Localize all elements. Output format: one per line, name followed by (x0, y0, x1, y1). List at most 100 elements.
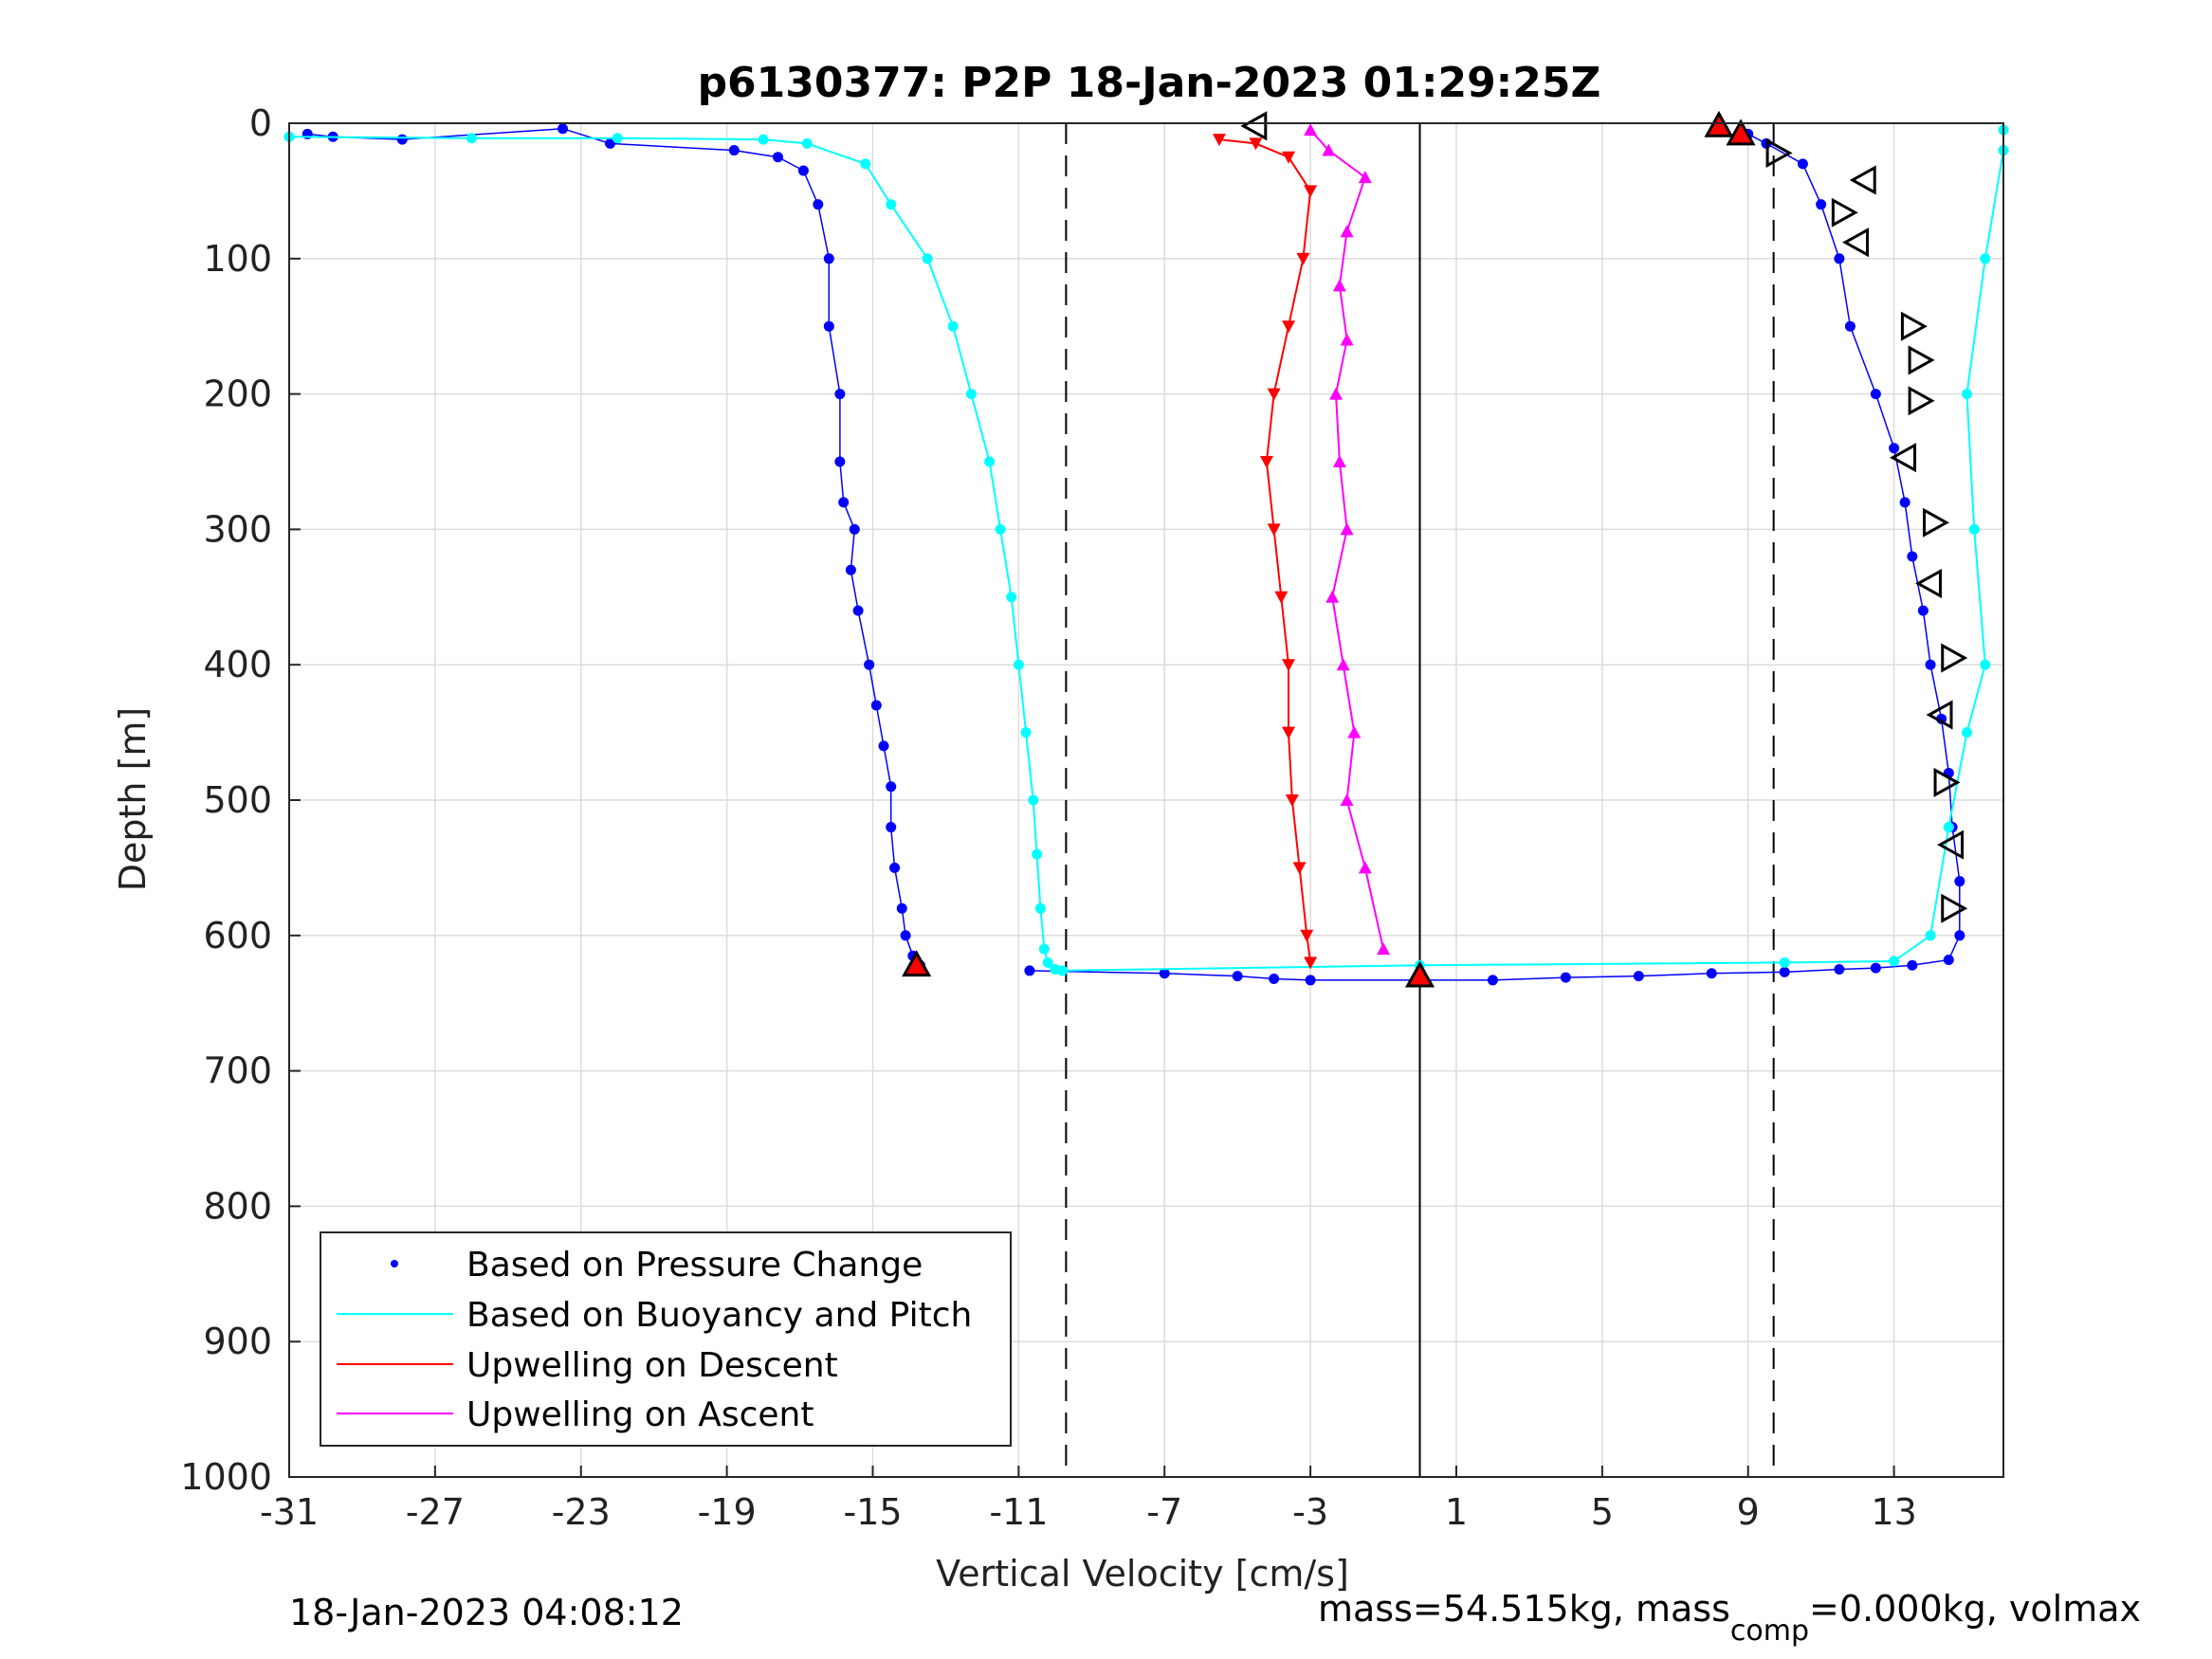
data-point-upwell_ascent (1340, 793, 1354, 806)
legend-box (320, 1231, 1012, 1447)
data-point-pressure_descent (823, 253, 834, 264)
data-point-upwell_descent (1304, 957, 1318, 970)
data-point-upwell_descent (1296, 252, 1310, 265)
data-point-pressure_descent (886, 781, 897, 793)
marker-triangle-right (1941, 893, 1968, 923)
legend-label-buoyancy: Based on Buoyancy and Pitch (466, 1296, 972, 1335)
footer-mass-a: mass=54.515kg, mass (1318, 1588, 1730, 1630)
data-point-buoyancy (1980, 659, 1991, 670)
y-ticks: 0 100 200 300 400 500 600 700 800 900 1000 (180, 102, 301, 1498)
marker-triangle-left (1890, 443, 1917, 473)
data-point-upwell_ascent (1340, 522, 1354, 536)
data-point-pressure_descent (849, 523, 860, 535)
reference-lines (1065, 123, 1775, 1477)
data-point-upwell_descent (1212, 134, 1226, 147)
data-point-buoyancy (612, 133, 623, 144)
data-point-buoyancy (1889, 956, 1900, 967)
data-point-pressure_ascent (1870, 389, 1881, 400)
data-point-pressure_descent (878, 740, 889, 752)
marker-triangle-right (1831, 197, 1858, 228)
data-point-pressure_ascent (1487, 975, 1498, 986)
data-point-buoyancy (1028, 794, 1039, 806)
data-point-pressure_descent (813, 199, 824, 210)
marker-triangle-right (1908, 386, 1935, 416)
data-point-upwell_ascent (1332, 279, 1346, 292)
x-axis-label: Vertical Velocity [cm/s] (936, 1553, 1349, 1595)
x-tick-label: 1 (1445, 1491, 1468, 1533)
data-point-buoyancy (1034, 902, 1046, 914)
marker-triangle-up (1704, 110, 1734, 137)
marker-triangle-left (1926, 700, 1953, 730)
data-point-pressure_descent (870, 700, 882, 711)
chart-title: p6130377: P2P 18-Jan-2023 01:29:25Z (698, 59, 1601, 107)
x-tick-label: 9 (1737, 1491, 1760, 1533)
x-ticks: -31 -27 -23 -19 -15 -11 -7 -3 1 5 9 13 (260, 1466, 1917, 1533)
data-point-buoyancy (965, 389, 977, 400)
data-point-buoyancy (1980, 253, 1991, 264)
data-point-pressure_ascent (1907, 959, 1918, 971)
data-point-upwell_ascent (1329, 387, 1344, 400)
marker-triangle-right (1908, 345, 1935, 375)
data-point-pressure_ascent (1899, 497, 1910, 508)
data-point-upwell_ascent (1304, 123, 1318, 137)
data-point-pressure_descent (823, 320, 834, 332)
y-tick-label: 0 (249, 102, 272, 144)
y-tick-label: 200 (203, 374, 272, 415)
data-point-upwell_ascent (1322, 143, 1336, 156)
data-point-pressure_ascent (1834, 964, 1845, 975)
data-point-pressure_descent (772, 152, 783, 163)
data-point-upwell_descent (1267, 388, 1281, 401)
data-point-pressure_ascent (1889, 443, 1900, 454)
data-point-pressure_descent (834, 456, 846, 467)
x-tick-label: -11 (989, 1491, 1048, 1533)
data-point-upwell_descent (1285, 794, 1299, 807)
data-point-buoyancy (1006, 592, 1017, 603)
data-point-pressure_descent (605, 137, 616, 149)
legend-label-pressure: Based on Pressure Change (466, 1246, 923, 1285)
marker-triangle-right (1933, 767, 1961, 797)
data-point-upwell_ascent (1336, 658, 1350, 671)
series-line-upwell_descent (1218, 138, 1312, 963)
data-point-pressure_ascent (1907, 551, 1918, 562)
data-point-pressure_descent (900, 930, 911, 941)
data-point-buoyancy (947, 320, 959, 332)
x-tick-label: -23 (552, 1491, 611, 1533)
data-point-pressure_ascent (1844, 320, 1856, 332)
y-tick-label: 500 (203, 779, 272, 821)
data-point-pressure_descent (896, 902, 907, 914)
data-point-buoyancy (1962, 389, 1973, 400)
data-point-pressure_descent (886, 822, 897, 833)
marker-triangle-right (1923, 507, 1949, 538)
data-point-pressure_descent (558, 123, 569, 135)
data-point-upwell_ascent (1377, 942, 1391, 956)
series-line-buoyancy (288, 130, 2004, 972)
data-point-pressure_descent (797, 165, 809, 176)
footer-mass: mass=54.515kg, masscomp=0.000kg, volmax (1318, 1588, 2141, 1648)
data-point-upwell_ascent (1340, 225, 1354, 238)
data-point-pressure_ascent (1633, 971, 1644, 982)
legend-label-descent: Upwelling on Descent (466, 1346, 838, 1385)
data-point-upwell_descent (1292, 862, 1307, 875)
data-point-buoyancy (860, 158, 871, 170)
x-tick-label: -19 (698, 1491, 757, 1533)
data-point-pressure_ascent (1834, 253, 1845, 264)
x-tick-label: -7 (1146, 1491, 1182, 1533)
marker-triangle-left (1849, 165, 1876, 195)
data-point-buoyancy (1020, 727, 1032, 738)
y-tick-label: 300 (203, 508, 272, 550)
data-point-buoyancy (1968, 523, 1980, 535)
data-point-upwell_descent (1267, 523, 1281, 537)
data-point-buoyancy (1038, 943, 1050, 955)
x-tick-label: 13 (1871, 1491, 1916, 1533)
footer-mass-sub: comp (1730, 1614, 1809, 1648)
data-point-pressure_descent (728, 145, 740, 156)
marker-triangle-right (1900, 311, 1928, 341)
data-point-pressure_ascent (1269, 973, 1280, 984)
data-point-pressure_ascent (1560, 972, 1571, 983)
data-point-pressure_ascent (1779, 966, 1790, 977)
series-line-pressure_ascent (1029, 133, 1961, 981)
data-point-buoyancy (995, 523, 1006, 535)
plot-area (283, 110, 2009, 988)
data-point-pressure_ascent (1024, 965, 1035, 976)
data-point-upwell_descent (1259, 456, 1273, 468)
